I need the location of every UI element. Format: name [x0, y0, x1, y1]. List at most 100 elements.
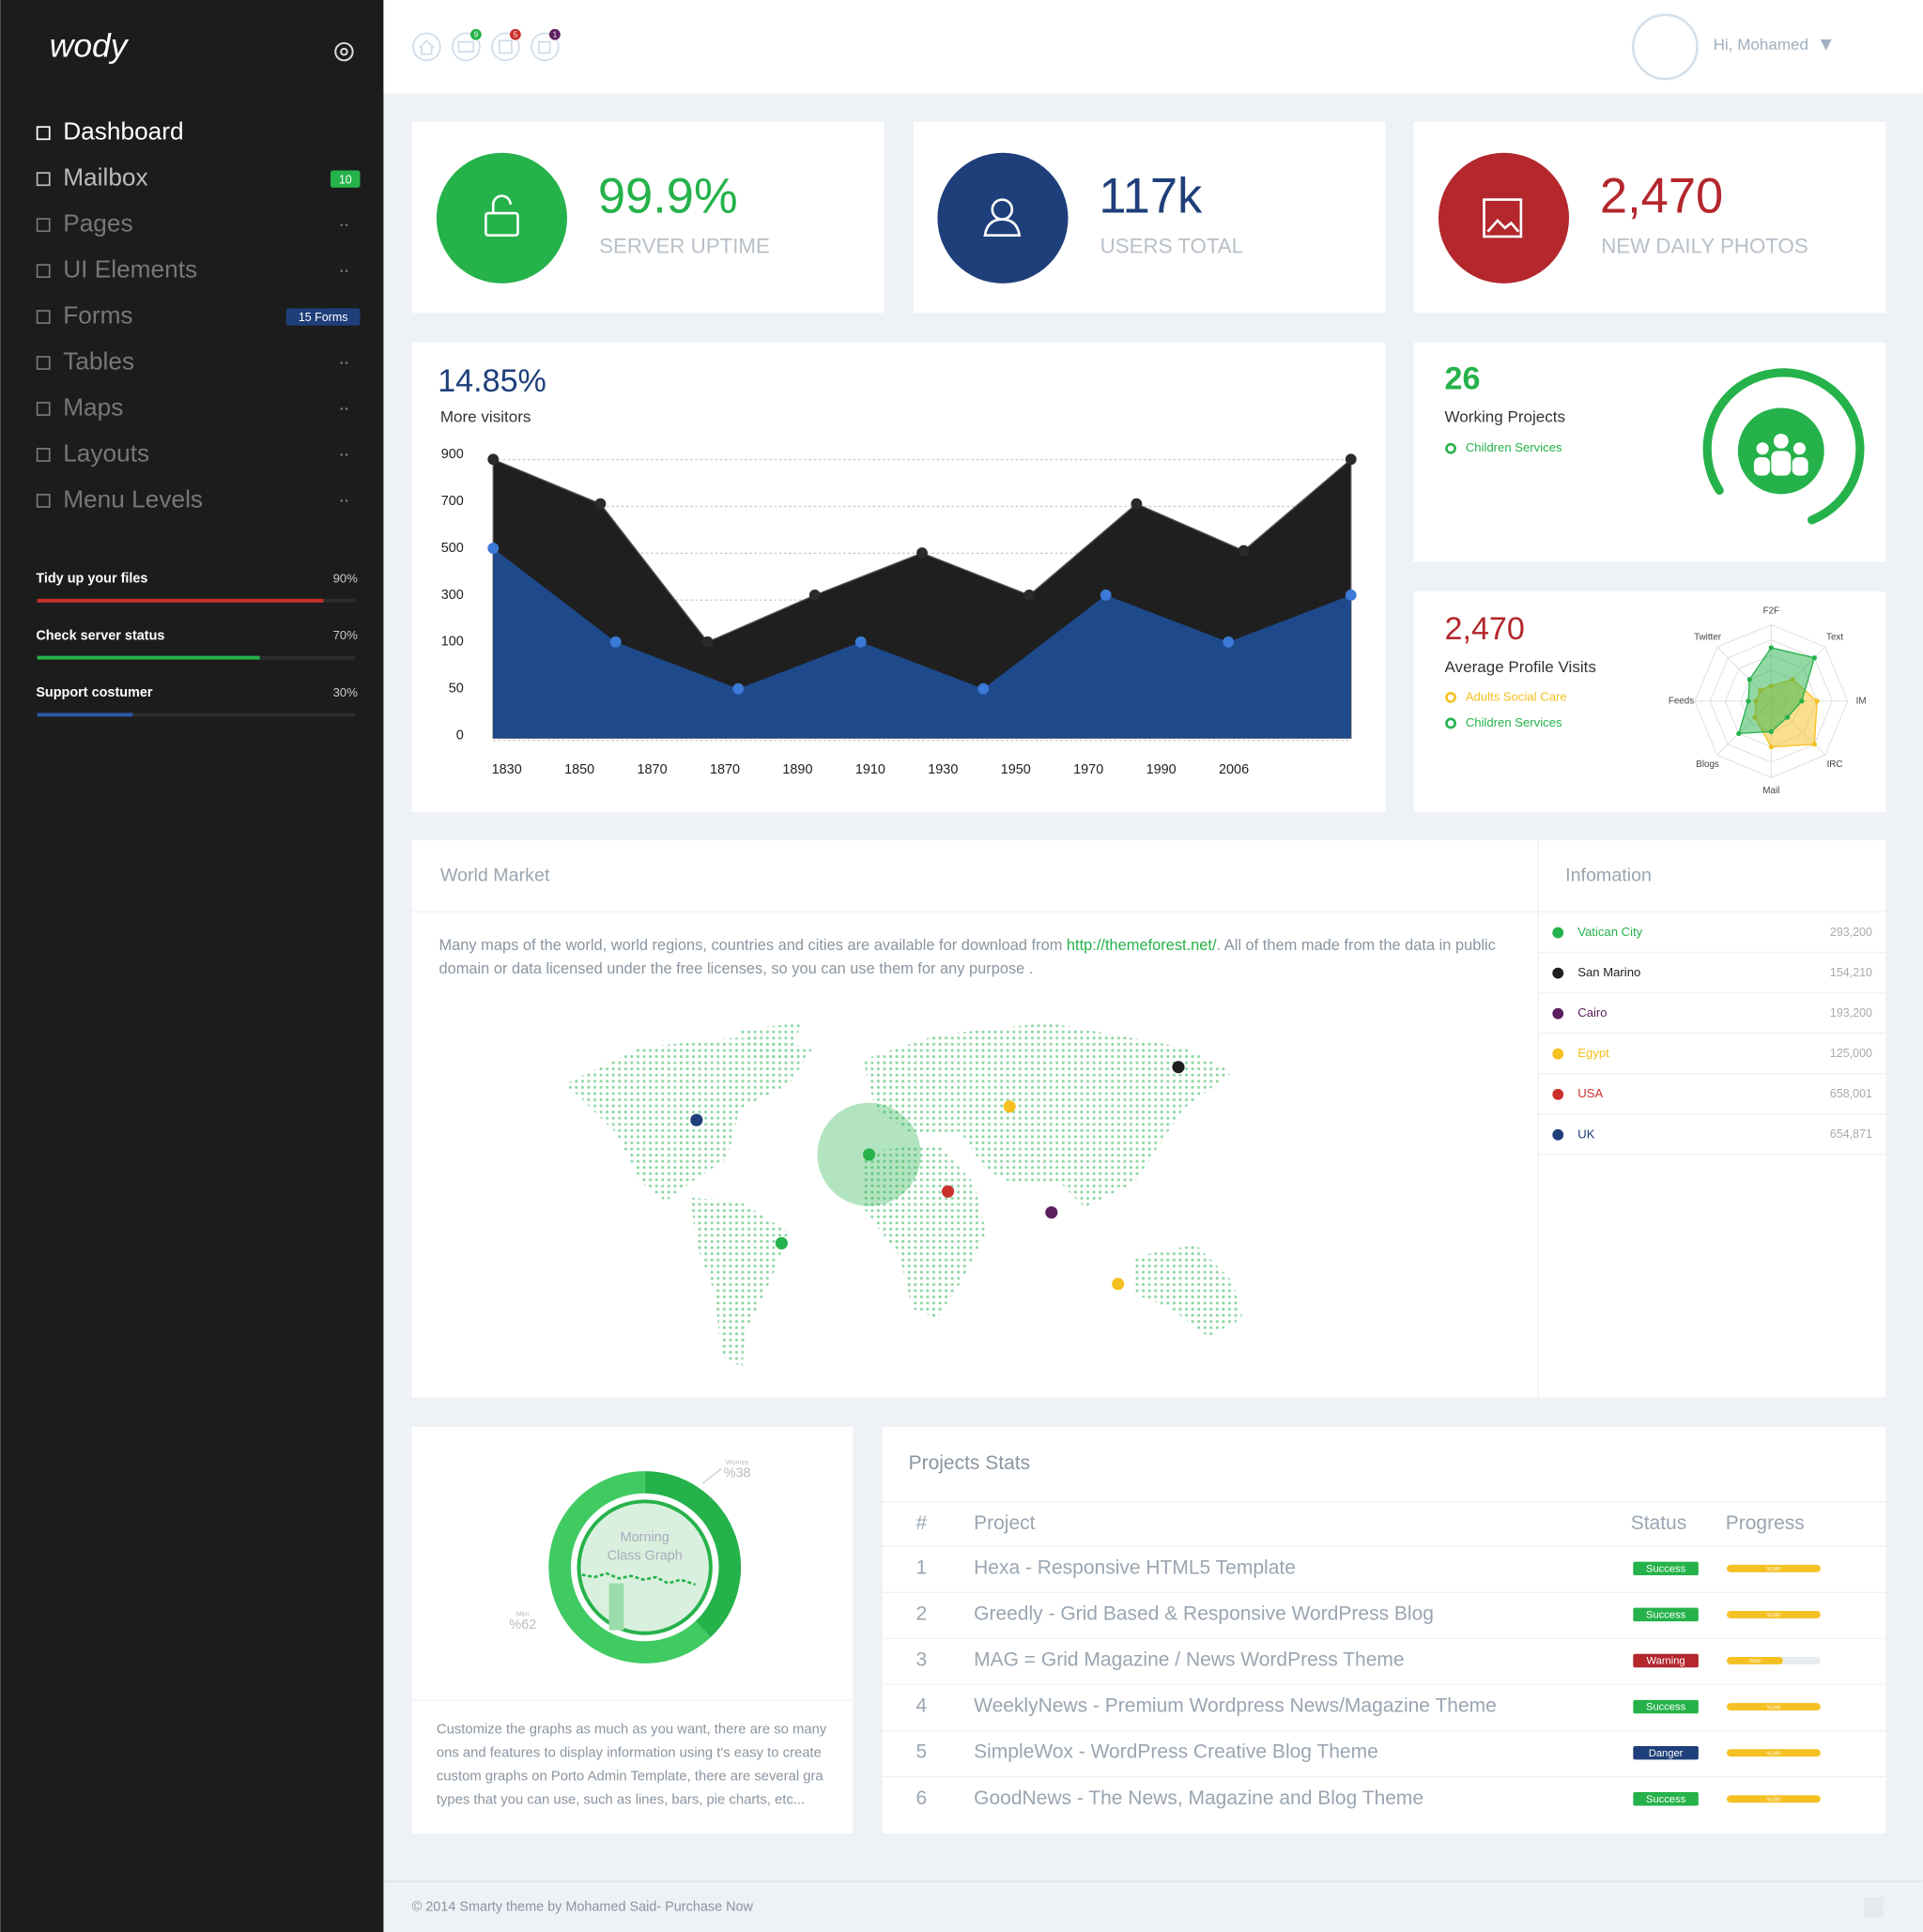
progress-bar: [1727, 1703, 1821, 1711]
project-name[interactable]: Hexa - Responsive HTML5 Template: [974, 1556, 1296, 1578]
stat-icons: [485, 194, 1523, 238]
status-text: Danger: [1649, 1748, 1684, 1759]
map-marker[interactable]: [775, 1236, 788, 1250]
scroll-top[interactable]: [1863, 1897, 1884, 1918]
status-text: Success: [1646, 1610, 1686, 1621]
radar-point: [1768, 744, 1774, 750]
menu-badge: [331, 170, 361, 188]
map-marker[interactable]: [1172, 1061, 1185, 1074]
radar-point: [1746, 698, 1751, 704]
kpi-value: 14.85%: [438, 363, 546, 399]
menu-arrow: [345, 223, 348, 226]
menu-label[interactable]: UI Elements: [63, 255, 197, 284]
greeting[interactable]: Hi, Mohamed: [1714, 36, 1808, 54]
menu-label[interactable]: Tables: [63, 346, 134, 375]
menu-icon: [36, 264, 51, 279]
data-point: [1131, 498, 1143, 510]
map-marker[interactable]: [942, 1185, 955, 1198]
progress-label: %100: [1766, 1705, 1781, 1710]
column-header: #: [915, 1512, 927, 1534]
info-name: UK: [1577, 1127, 1594, 1141]
legend-label: Children Services: [1466, 440, 1562, 454]
map-marker[interactable]: [690, 1113, 703, 1127]
info-value: 293,200: [1830, 926, 1872, 939]
menu-arrow: [345, 453, 348, 456]
menu-label[interactable]: Pages: [63, 209, 132, 238]
menu-arrow: [345, 499, 348, 502]
menu-icon: [36, 448, 51, 462]
project-name[interactable]: MAG = Grid Magazine / News WordPress The…: [974, 1649, 1404, 1671]
menu-label[interactable]: Forms: [63, 301, 132, 330]
logo: wody: [50, 27, 130, 65]
x-tick-label: 1990: [1146, 762, 1177, 777]
radar-label: Twitter: [1694, 633, 1722, 643]
project-name[interactable]: SimpleWox - WordPress Creative Blog Them…: [974, 1741, 1378, 1763]
section-title: Projects Stats: [909, 1452, 1031, 1474]
map-marker[interactable]: [1112, 1278, 1125, 1291]
data-point: [594, 498, 607, 510]
menu-label[interactable]: Maps: [63, 392, 123, 421]
radar-label: Text: [1826, 633, 1843, 643]
copy-icon[interactable]: [531, 32, 560, 62]
map-marker[interactable]: [1003, 1100, 1016, 1113]
progress-bar: [1727, 1749, 1821, 1757]
menu-label[interactable]: Mailbox: [63, 163, 147, 192]
lock-icon: [485, 211, 519, 237]
info-dot: [1552, 1128, 1564, 1141]
info-dot: [1552, 927, 1564, 939]
status-badge: [1633, 1607, 1699, 1622]
row-number: 2: [915, 1602, 927, 1624]
menu-label[interactable]: Layouts: [63, 438, 149, 467]
project-name[interactable]: Greedly - Grid Based & Responsive WordPr…: [974, 1602, 1434, 1624]
kpi-value: 26: [1445, 361, 1481, 397]
info-value: 154,210: [1830, 966, 1872, 979]
data-point: [1345, 453, 1357, 466]
info-dot: [1552, 967, 1564, 979]
map-marker[interactable]: [1045, 1205, 1058, 1219]
continent: [564, 1037, 814, 1202]
project-name[interactable]: GoodNews - The News, Magazine and Blog T…: [974, 1787, 1423, 1809]
notification-count: 1: [553, 30, 557, 38]
row-number: 5: [915, 1741, 927, 1763]
continent: [863, 1143, 987, 1319]
menu-icon: [36, 493, 51, 508]
link[interactable]: http://themeforest.net/: [1066, 936, 1217, 954]
team-icon-part: [1756, 442, 1769, 455]
user-icon: [983, 218, 1022, 237]
x-tick-label: 1830: [492, 762, 522, 777]
icon-glyph: [457, 40, 475, 53]
map-marker[interactable]: [863, 1148, 876, 1161]
data-point: [732, 682, 745, 695]
legend-dot: [1445, 717, 1456, 729]
gauge-arc: [1702, 368, 1865, 525]
kpi-label: More visitors: [440, 407, 531, 425]
progress-label: %100: [1766, 1751, 1781, 1756]
x-tick-label: 1870: [638, 762, 668, 777]
lock-icon: [491, 194, 512, 214]
project-name[interactable]: WeeklyNews - Premium Wordpress News/Maga…: [974, 1695, 1497, 1717]
menu-label[interactable]: Dashboard: [63, 117, 183, 146]
section-title: World Market: [440, 865, 550, 885]
team-icon-part: [1792, 442, 1807, 455]
mail-icon[interactable]: [452, 32, 481, 62]
calc-icon[interactable]: [491, 32, 520, 62]
task-name: Check server status: [36, 628, 164, 643]
menu-arrow: [340, 361, 344, 364]
menu-arrow: [345, 361, 348, 364]
menu-label[interactable]: Menu Levels: [63, 484, 203, 513]
status-badge: [1633, 1745, 1699, 1760]
progress-label: %100: [1766, 1613, 1781, 1618]
task-name: Tidy up your files: [36, 572, 147, 587]
map-markers: [690, 1061, 1185, 1291]
stat-value: 99.9%: [598, 169, 738, 224]
notification-count: 9: [474, 30, 478, 38]
notification-badge: [509, 28, 521, 40]
team-icon-part: [1753, 456, 1770, 476]
progress-bar: [1727, 1564, 1821, 1572]
progress-label: %100: [1766, 1797, 1781, 1802]
avatar[interactable]: [1632, 13, 1699, 81]
settings-icon[interactable]: [334, 41, 354, 62]
menu-icon: [36, 402, 51, 416]
row-number: 1: [915, 1556, 927, 1578]
home-icon[interactable]: [412, 32, 441, 62]
